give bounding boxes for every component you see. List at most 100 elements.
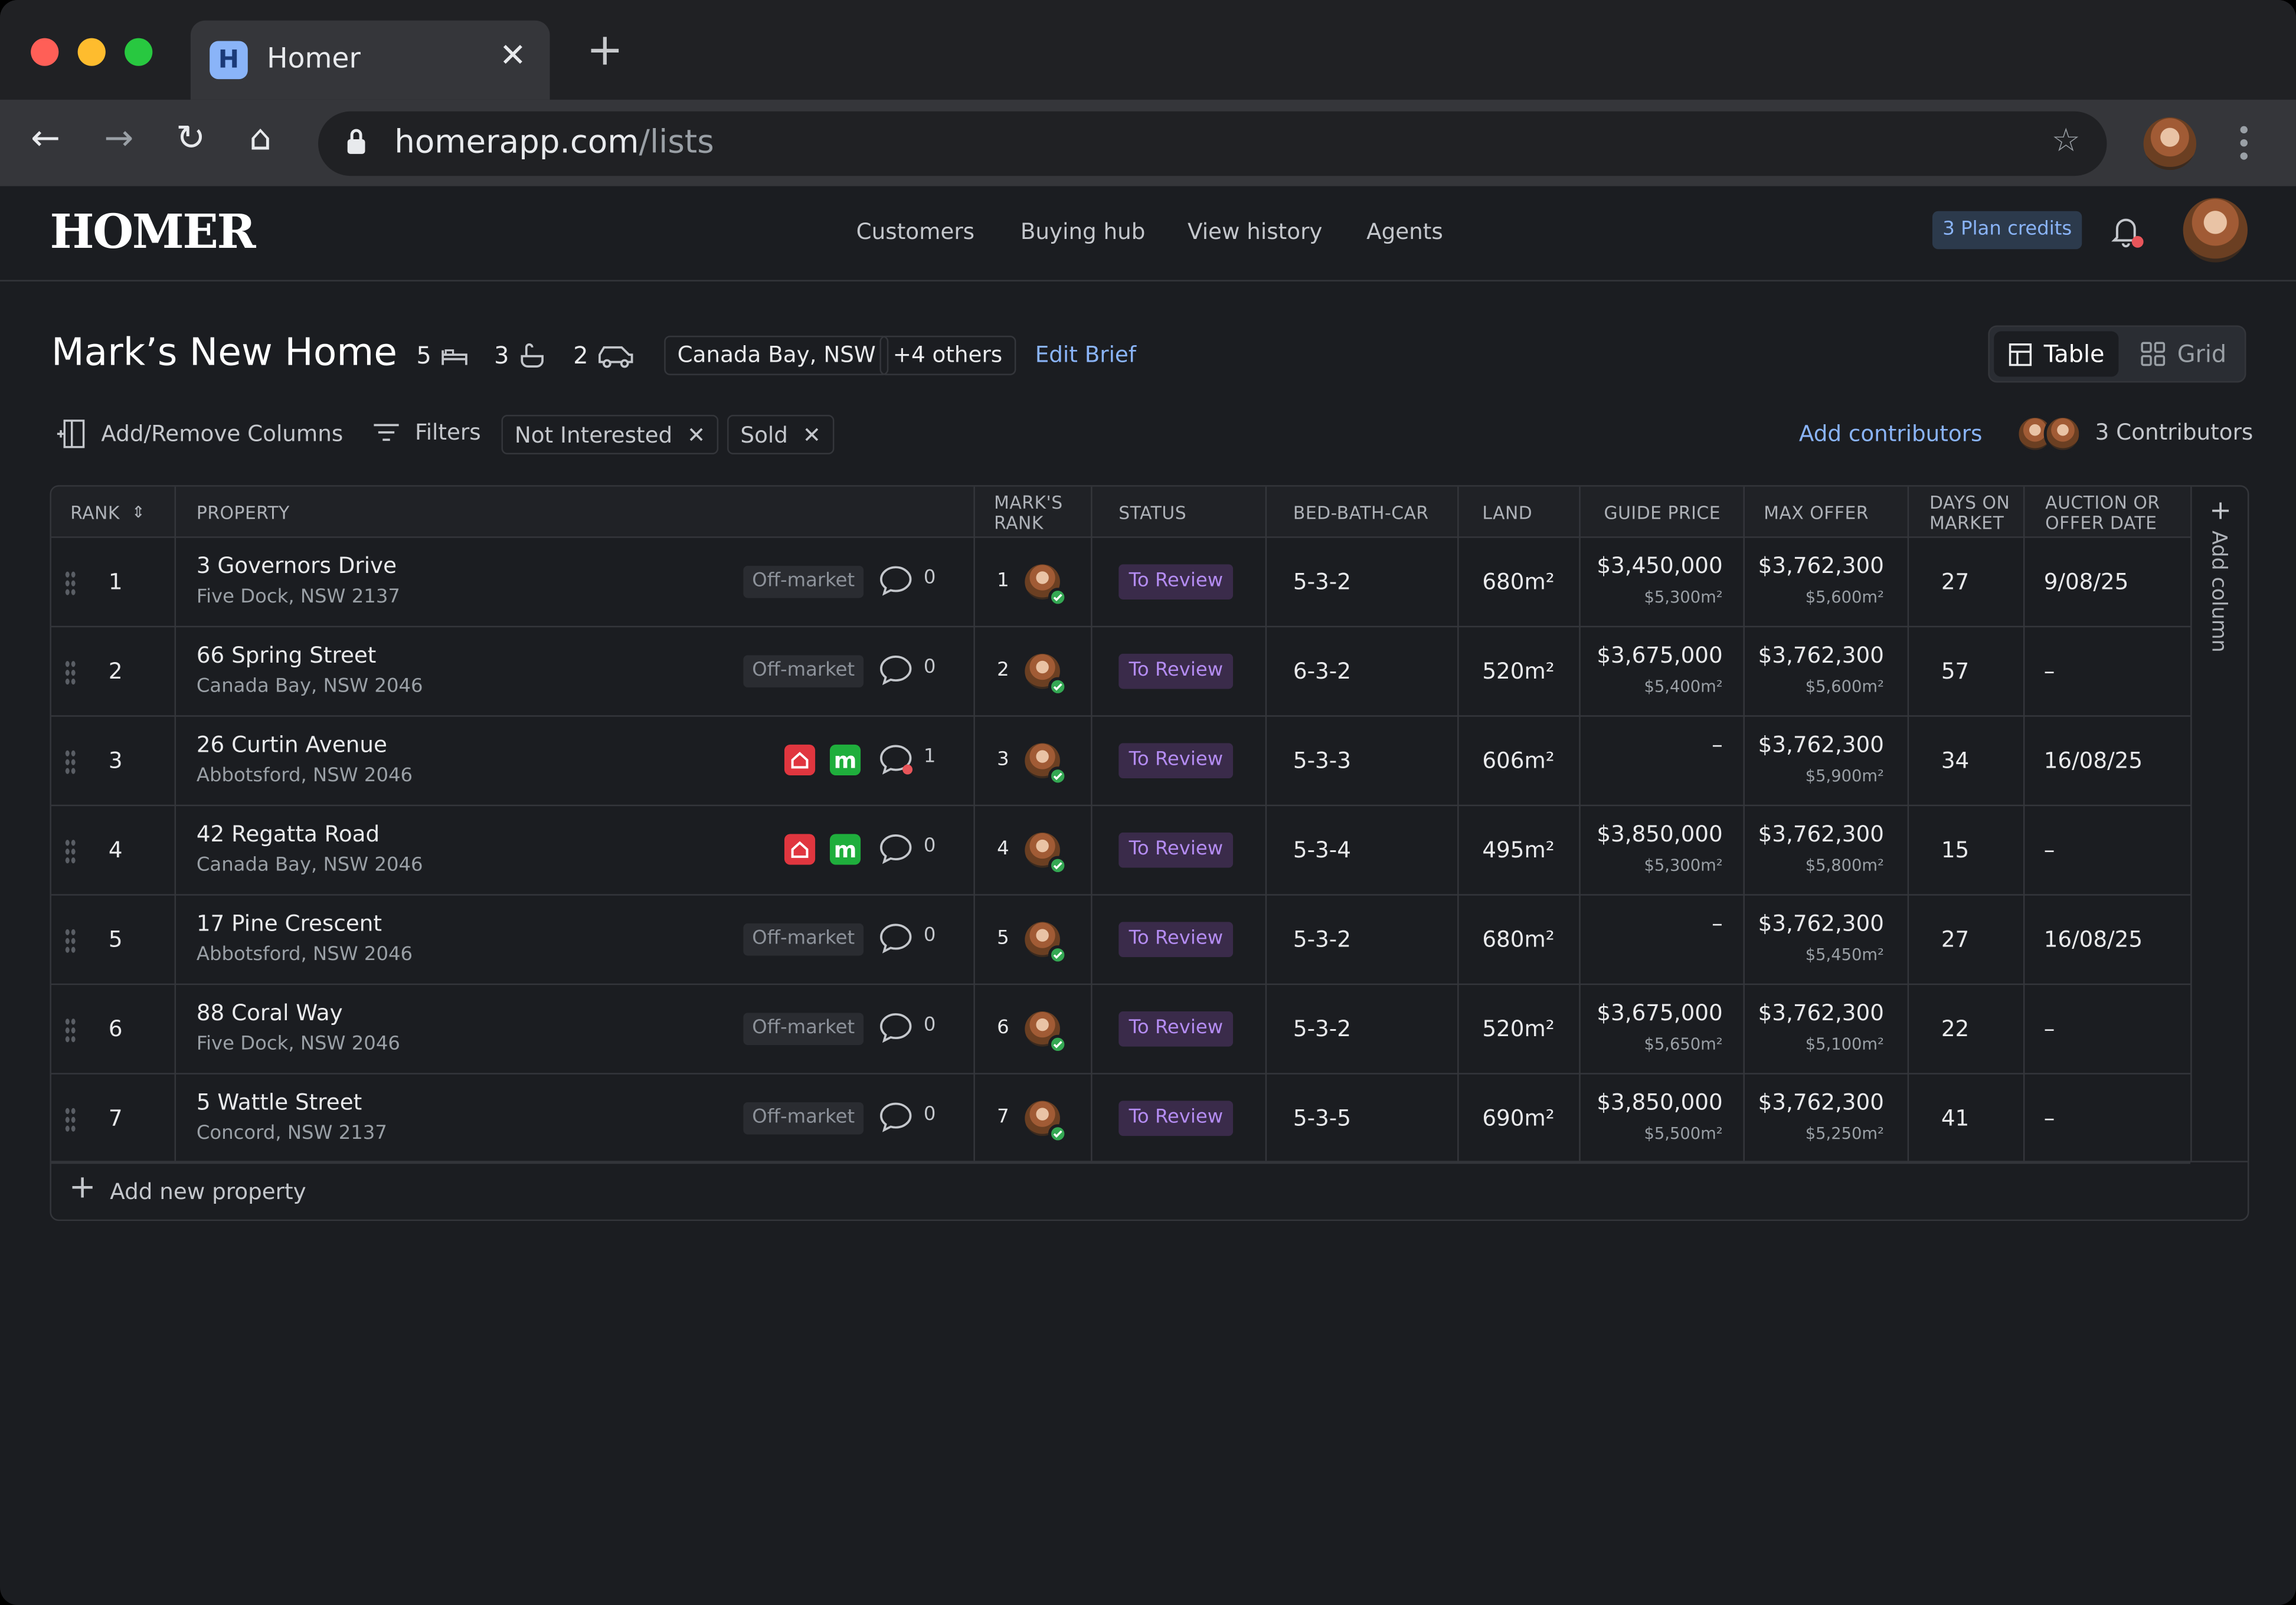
status-badge[interactable]: To Review [1118, 743, 1234, 779]
comments-button[interactable]: 0 [878, 1011, 937, 1047]
drag-handle-icon[interactable] [64, 1106, 77, 1134]
browser-profile-avatar[interactable] [2143, 117, 2197, 171]
drag-handle-icon[interactable] [64, 749, 77, 776]
drag-handle-icon[interactable] [64, 838, 77, 865]
minimize-window-dot[interactable] [77, 38, 106, 66]
close-tab-icon[interactable]: ✕ [499, 38, 526, 75]
property-name[interactable]: 88 Coral Way [196, 1000, 343, 1026]
edit-brief-link[interactable]: Edit Brief [1035, 341, 1136, 368]
nav-agents[interactable]: Agents [1366, 218, 1443, 245]
grid-view-button[interactable]: Grid [2126, 331, 2241, 376]
remove-filter-icon[interactable]: ✕ [687, 421, 706, 448]
filter-chip-not-interested[interactable]: Not Interested ✕ [501, 414, 719, 455]
status-badge[interactable]: To Review [1118, 832, 1234, 868]
nav-buying-hub[interactable]: Buying hub [1020, 218, 1146, 245]
status-badge[interactable]: To Review [1118, 1100, 1234, 1136]
property-name[interactable]: 5 Wattle Street [196, 1089, 362, 1116]
status-badge[interactable]: To Review [1118, 922, 1234, 958]
property-name[interactable]: 66 Spring Street [196, 641, 377, 669]
table-row[interactable]: 3 26 Curtin Avenue Abbotsford, NSW 2046 m 1 3… [51, 717, 2191, 807]
new-tab-icon[interactable]: + [586, 25, 624, 77]
marks-rank-avatar[interactable] [1025, 922, 1068, 965]
check-icon [1048, 856, 1068, 875]
bookmark-star-icon[interactable]: ☆ [2051, 123, 2081, 160]
add-column-button[interactable]: + Add column [2190, 486, 2248, 1161]
table-row[interactable]: 2 66 Spring Street Canada Bay, NSW 2046 Off… [51, 627, 2191, 717]
marks-rank-avatar[interactable] [1025, 1011, 1068, 1054]
marks-rank-avatar[interactable] [1025, 653, 1068, 696]
col-marks-rank[interactable]: MARK'S RANK [994, 492, 1063, 533]
drag-handle-icon[interactable] [64, 570, 77, 597]
col-auction-date[interactable]: AUCTION OR OFFER DATE [2045, 492, 2160, 533]
property-name[interactable]: 3 Governors Drive [196, 552, 397, 579]
col-max-offer[interactable]: MAX OFFER [1764, 502, 1869, 523]
guide-price-value: $3,850,000 [1597, 1089, 1723, 1116]
col-guide-price[interactable]: GUIDE PRICE [1604, 502, 1721, 523]
plan-credits-badge[interactable]: 3 Plan credits [1932, 211, 2082, 250]
marks-rank-avatar[interactable] [1025, 564, 1068, 607]
domain-home-icon[interactable] [784, 834, 816, 865]
sort-icon[interactable]: ⇕ [131, 502, 146, 522]
property-name[interactable]: 17 Pine Crescent [196, 910, 382, 937]
col-days-on-market[interactable]: DAYS ON MARKET [1929, 492, 2010, 533]
comments-button[interactable]: 0 [878, 833, 937, 868]
contributors-count[interactable]: 3 Contributors [2095, 419, 2254, 446]
filters-button[interactable]: Filters [372, 419, 481, 446]
add-remove-columns-button[interactable]: Add/Remove Columns [55, 419, 343, 448]
drag-handle-icon[interactable] [64, 928, 77, 955]
reload-icon[interactable]: ↻ [176, 117, 206, 159]
col-bed-bath-car[interactable]: BED-BATH-CAR [1293, 502, 1429, 523]
forward-icon[interactable]: → [104, 117, 134, 159]
homer-logo[interactable]: HOMER [50, 204, 256, 260]
address-bar[interactable]: homerapp.com/lists ☆ [318, 111, 2107, 176]
user-avatar[interactable] [2183, 198, 2248, 263]
marks-rank-avatar[interactable] [1025, 832, 1068, 875]
table-row[interactable]: 4 42 Regatta Road Canada Bay, NSW 2046 m 0 4 T… [51, 806, 2191, 896]
comments-button[interactable]: 0 [878, 654, 937, 689]
others-chip[interactable]: +4 others [879, 335, 1016, 375]
property-name[interactable]: 42 Regatta Road [196, 821, 380, 847]
domain-home-icon[interactable] [784, 744, 816, 776]
m-listing-icon[interactable]: m [829, 744, 861, 776]
marks-rank-avatar[interactable] [1025, 743, 1068, 786]
comments-button[interactable]: 0 [878, 922, 937, 957]
status-badge[interactable]: To Review [1118, 653, 1234, 689]
browser-tab[interactable]: H Homer ✕ [190, 20, 550, 100]
comments-button[interactable]: 0 [878, 564, 937, 600]
remove-filter-icon[interactable]: ✕ [802, 421, 821, 448]
bed-bath-car-value: 5-3-5 [1293, 1105, 1351, 1132]
property-name[interactable]: 26 Curtin Avenue [196, 731, 387, 758]
comments-button[interactable]: 0 [878, 1100, 937, 1136]
add-contributors-link[interactable]: Add contributors [1798, 420, 1983, 447]
close-window-dot[interactable] [31, 38, 59, 66]
status-badge[interactable]: To Review [1118, 564, 1234, 600]
status-badge[interactable]: To Review [1118, 1011, 1234, 1047]
notification-bell-icon[interactable] [2108, 212, 2144, 251]
table-row[interactable]: 7 5 Wattle Street Concord, NSW 2137 Off-mar… [51, 1075, 2191, 1164]
contributor-avatars[interactable] [2016, 414, 2086, 454]
col-rank[interactable]: RANK ⇕ [70, 502, 146, 523]
marks-rank-avatar[interactable] [1025, 1100, 1068, 1144]
table-row[interactable]: 6 88 Coral Way Five Dock, NSW 2046 Off-mark… [51, 985, 2191, 1075]
col-land[interactable]: LAND [1482, 502, 1533, 523]
table-view-button[interactable]: Table [1994, 331, 2120, 377]
drag-handle-icon[interactable] [64, 659, 77, 686]
drag-handle-icon[interactable] [64, 1017, 77, 1044]
location-chip[interactable]: Canada Bay, NSW [664, 335, 889, 375]
view-toggle: Table Grid [1988, 325, 2246, 383]
home-icon[interactable]: ⌂ [249, 117, 272, 159]
back-icon[interactable]: ← [31, 117, 61, 159]
comment-count: 0 [923, 1103, 936, 1126]
comments-button[interactable]: 1 [878, 743, 937, 778]
add-new-property-button[interactable]: + Add new property [51, 1161, 2248, 1219]
filter-chip-sold[interactable]: Sold ✕ [727, 414, 835, 455]
browser-menu-icon[interactable] [2240, 126, 2249, 166]
table-row[interactable]: 5 17 Pine Crescent Abbotsford, NSW 2046 Off… [51, 896, 2191, 985]
col-status[interactable]: STATUS [1118, 502, 1187, 523]
table-row[interactable]: 1 3 Governors Drive Five Dock, NSW 2137 Off… [51, 538, 2191, 628]
nav-customers[interactable]: Customers [856, 218, 975, 245]
m-listing-icon[interactable]: m [829, 834, 861, 865]
col-property[interactable]: PROPERTY [196, 502, 290, 523]
maximize-window-dot[interactable] [125, 38, 153, 66]
nav-view-history[interactable]: View history [1188, 218, 1323, 245]
